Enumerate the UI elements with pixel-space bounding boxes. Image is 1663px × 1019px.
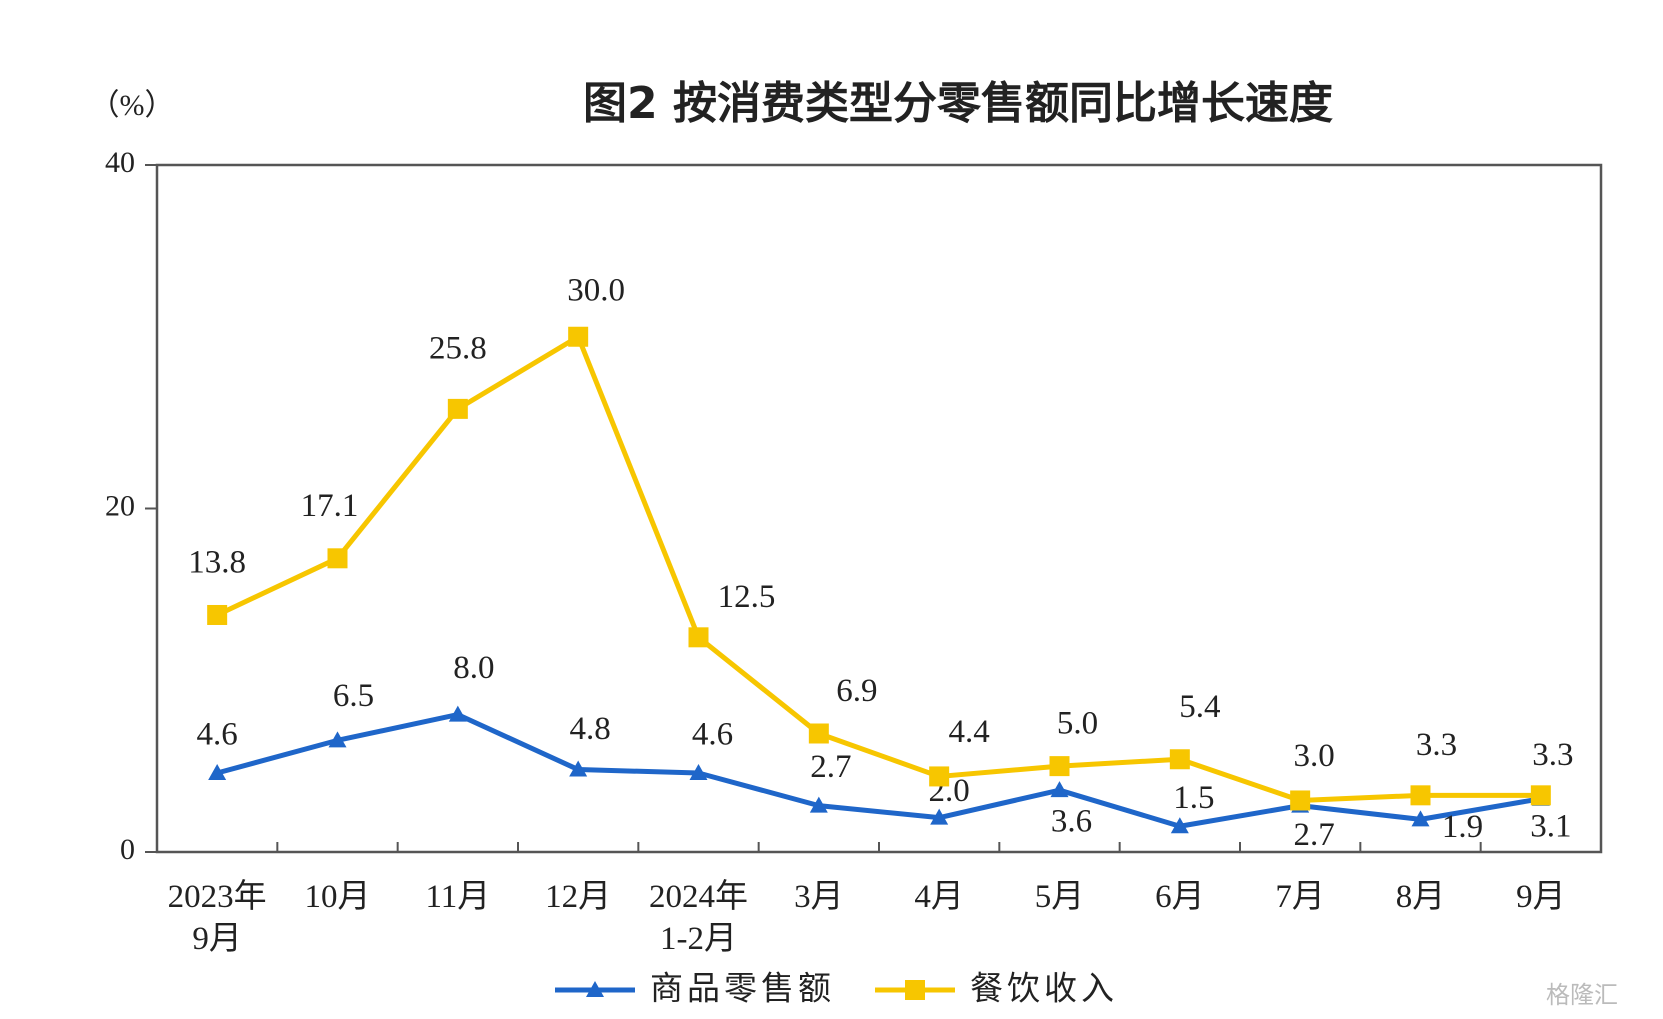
point-marker: [1410, 785, 1431, 806]
point-marker: [808, 723, 829, 744]
x-tick-label: 4月: [914, 879, 964, 915]
x-tick-label: 12月: [545, 879, 612, 915]
data-label: 6.9: [836, 673, 877, 709]
x-tick-label: 2024年 1-2月: [649, 879, 748, 957]
legend-label: 餐饮收入: [970, 969, 1118, 1008]
x-tick-label: 6月: [1155, 879, 1205, 915]
data-label: 3.6: [1051, 804, 1092, 840]
legend-marker: [905, 980, 925, 1000]
point-marker: [1169, 749, 1190, 770]
point-marker: [1049, 756, 1070, 777]
x-tick-label: 8月: [1395, 879, 1446, 915]
legend-marker: [586, 981, 604, 997]
point-marker: [1050, 781, 1069, 798]
data-label: 3.1: [1530, 808, 1571, 844]
x-tick-label: 10月: [304, 879, 371, 915]
x-tick-label: 3月: [794, 879, 844, 915]
x-tick-label: 2023年 9月: [167, 879, 267, 957]
data-label: 25.8: [429, 330, 487, 366]
point-marker: [1290, 790, 1311, 811]
y-unit-label: （%）: [90, 89, 175, 122]
point-marker: [568, 326, 589, 347]
data-label: 4.6: [197, 717, 238, 753]
data-label: 5.0: [1057, 706, 1098, 742]
y-tick-label: 40: [105, 146, 135, 179]
data-label: 1.5: [1173, 780, 1214, 816]
series-line: [216, 334, 1541, 803]
point-marker: [208, 763, 227, 780]
point-marker: [448, 705, 467, 722]
data-label: 3.3: [1532, 737, 1573, 773]
x-tick-label: 7月: [1275, 879, 1325, 915]
point-marker: [688, 627, 709, 648]
x-tick-label: 9月: [1516, 879, 1566, 915]
chart-title: 图2 按消费类型分零售额同比增长速度: [583, 78, 1333, 129]
data-label: 4.8: [570, 711, 611, 747]
data-label: 8.0: [453, 650, 494, 686]
data-label: 17.1: [301, 488, 359, 524]
data-label: 13.8: [188, 545, 246, 581]
point-marker: [207, 604, 228, 625]
data-label: 12.5: [718, 579, 776, 615]
legend-label: 商品零售额: [650, 969, 835, 1008]
y-tick-label: 0: [120, 833, 135, 866]
data-label: 3.0: [1294, 738, 1335, 774]
data-label: 3.3: [1416, 727, 1457, 763]
data-label: 4.6: [692, 717, 733, 753]
data-label: 5.4: [1179, 689, 1220, 725]
point-marker: [327, 548, 348, 569]
data-label: 2.7: [1294, 817, 1335, 853]
point-marker: [930, 808, 949, 825]
y-tick-label: 20: [105, 489, 135, 522]
point-marker: [447, 398, 468, 419]
x-tick-label: 11月: [425, 879, 491, 915]
data-label: 30.0: [567, 272, 625, 308]
point-marker: [1170, 817, 1189, 834]
point-marker: [1530, 785, 1551, 806]
watermark: 格隆汇: [1546, 981, 1618, 1009]
plot-frame: [155, 163, 1603, 854]
point-marker: [1411, 810, 1430, 827]
x-tick-label: 5月: [1034, 879, 1085, 915]
point-marker: [328, 731, 347, 748]
data-label: 4.4: [949, 714, 990, 750]
series-line: [216, 712, 1542, 829]
data-label: 1.9: [1442, 809, 1483, 845]
point-marker: [929, 766, 950, 787]
point-marker: [809, 796, 828, 813]
point-marker: [689, 763, 708, 780]
data-label: 6.5: [333, 678, 374, 714]
data-label: 2.7: [810, 749, 851, 785]
point-marker: [569, 760, 588, 777]
